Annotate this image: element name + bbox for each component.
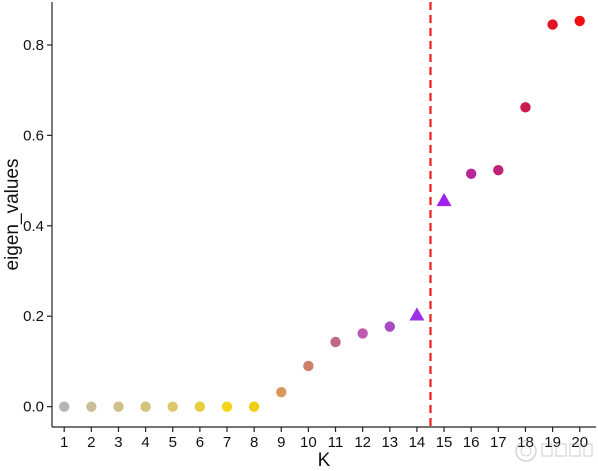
data-point-triangle <box>436 192 452 207</box>
data-points <box>59 15 585 412</box>
x-tick-label: 19 <box>544 434 561 451</box>
data-point <box>221 401 233 412</box>
x-tick-label: 18 <box>517 434 534 451</box>
data-point <box>140 401 151 412</box>
data-point <box>330 336 341 348</box>
x-tick-label: 7 <box>223 434 231 451</box>
data-point <box>465 168 477 180</box>
university-seal-icon <box>514 438 594 469</box>
data-point <box>59 401 70 412</box>
data-point <box>276 386 287 398</box>
x-tick-label: 11 <box>328 434 344 451</box>
x-tick-label: 9 <box>277 434 285 451</box>
x-tick-label: 8 <box>250 434 258 451</box>
x-tick-label: 16 <box>463 434 480 451</box>
x-tick-label: 14 <box>409 434 426 451</box>
y-tick-label: 0.4 <box>23 218 44 235</box>
data-point <box>303 360 314 372</box>
x-tick-label: 5 <box>169 434 177 451</box>
data-point <box>357 328 368 339</box>
data-point <box>167 401 178 412</box>
data-point <box>194 401 206 412</box>
data-point <box>113 401 124 412</box>
data-point <box>547 19 558 30</box>
y-axis-title: eigen_values <box>2 159 23 271</box>
x-tick-label: 15 <box>436 434 453 451</box>
y-tick-label: 0.2 <box>23 308 44 325</box>
y-tick-label: 0.6 <box>23 127 44 144</box>
x-tick-label: 4 <box>141 434 149 451</box>
x-tick-label: 12 <box>354 434 371 451</box>
data-point <box>493 164 504 176</box>
x-tick-label: 3 <box>114 434 122 451</box>
x-tick-label: 2 <box>87 434 95 451</box>
x-tick-label: 6 <box>196 434 204 451</box>
data-point-triangle <box>409 307 425 321</box>
data-point <box>86 401 97 412</box>
y-tick-label: 0.8 <box>23 37 44 54</box>
data-point <box>384 321 395 332</box>
x-axis-ticks: 1 2 3 4 5 6 7 8 9 10 11 12 13 14 15 16 17 18 19 20 <box>60 427 588 451</box>
y-axis-ticks: 0.0 0.2 0.4 0.6 0.8 <box>23 37 52 416</box>
data-point <box>520 102 531 113</box>
data-point <box>248 401 260 412</box>
x-tick-label: 13 <box>381 434 398 451</box>
x-tick-label: 10 <box>300 434 317 451</box>
y-tick-label: 0.0 <box>23 399 44 416</box>
x-tick-label: 20 <box>571 434 588 451</box>
x-axis-title: K <box>318 450 331 471</box>
data-point <box>574 15 585 27</box>
x-tick-label: 1 <box>60 434 68 451</box>
x-tick-label: 17 <box>490 434 507 451</box>
